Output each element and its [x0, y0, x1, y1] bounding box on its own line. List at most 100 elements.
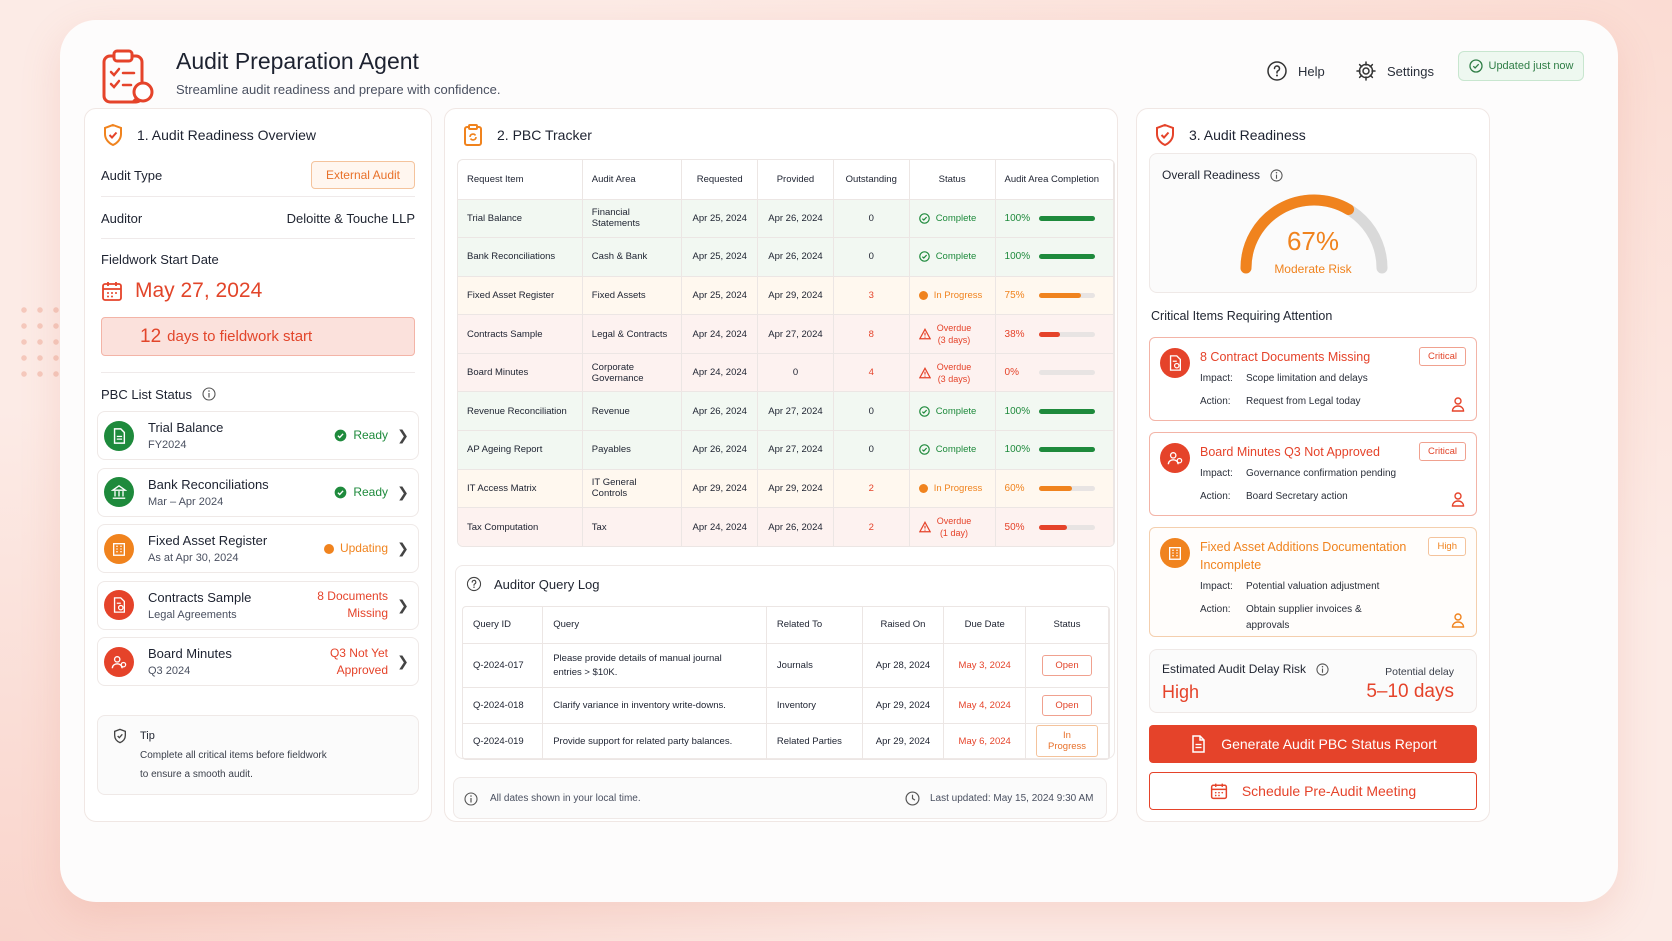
table-row[interactable]: Q-2024-017 Please provide details of man…	[463, 642, 1109, 687]
table-row[interactable]: Trial Balance Financial Statements Apr 2…	[458, 198, 1114, 238]
warning-icon	[918, 366, 931, 378]
delay-risk-value: High	[1162, 682, 1200, 702]
generate-report-button[interactable]: Generate Audit PBC Status Report	[1149, 725, 1477, 763]
user-assign-icon[interactable]	[1450, 491, 1466, 507]
info-icon[interactable]	[202, 387, 216, 401]
pbc-status: Updating	[339, 541, 388, 555]
table-row[interactable]: AP Ageing Report Payables Apr 26, 2024 A…	[458, 430, 1114, 470]
severity-badge: Critical	[1418, 347, 1466, 366]
gear-icon	[1356, 61, 1376, 81]
status-text: Overdue	[936, 361, 972, 372]
table-row[interactable]: Contracts Sample Legal & Contracts Apr 2…	[458, 314, 1114, 354]
action-label: Action:	[1200, 396, 1231, 407]
updated-status-badge: Updated just now	[1458, 51, 1584, 81]
schedule-meeting-button[interactable]: Schedule Pre-Audit Meeting	[1149, 772, 1477, 810]
pbc-list-item[interactable]: Fixed Asset Register As at Apr 30, 2024 …	[97, 524, 419, 573]
potential-delay-value: 5–10 days	[1366, 681, 1454, 702]
impact-row: Impact: Potential valuation adjustment	[1200, 579, 1379, 594]
check-circle-icon	[918, 251, 930, 263]
audit-readiness-panel: 3. Audit Readiness Overall Readiness 67%…	[1136, 108, 1490, 822]
readiness-risk: Moderate Risk	[1274, 262, 1352, 276]
query-status-badge[interactable]: Open	[1042, 654, 1092, 676]
provided-date: Apr 29, 2024	[757, 468, 834, 508]
query-status-badge[interactable]: In Progress	[1036, 725, 1098, 758]
table-row[interactable]: Board Minutes Corporate Governance Apr 2…	[458, 352, 1114, 392]
footer-timezone-note: All dates shown in your local time.	[490, 793, 641, 804]
fieldwork-label: Fieldwork Start Date	[101, 251, 219, 267]
critical-item-title-line-1: Fixed Asset Additions Documentation	[1200, 540, 1407, 554]
divider	[101, 196, 415, 197]
action-row: Action: Request from Legal today	[1200, 394, 1361, 409]
query-status-badge[interactable]: Open	[1042, 694, 1092, 716]
pbc-list-item[interactable]: Contracts Sample Legal Agreements 8 Docu…	[97, 580, 419, 630]
status-cell: Overdue (1 day)	[909, 507, 996, 547]
impact-row: Impact: Scope limitation and delays	[1200, 371, 1368, 386]
column-header: Status	[1025, 607, 1109, 643]
pbc-item-name: Trial Balance	[148, 420, 224, 435]
completion-bar	[1038, 485, 1095, 491]
chevron-right-icon[interactable]: ❯	[397, 483, 409, 500]
fieldwork-countdown: 12 days to fieldwork start	[101, 317, 415, 356]
chevron-right-icon[interactable]: ❯	[397, 427, 409, 443]
table-row[interactable]: Fixed Asset Register Fixed Assets Apr 25…	[458, 275, 1114, 315]
critical-item-card[interactable]: 8 Contract Documents Missing Critical Im…	[1149, 337, 1477, 421]
user-assign-icon[interactable]	[1450, 396, 1466, 412]
info-icon[interactable]	[1316, 662, 1329, 676]
action-text-wrap: Request from Legal today	[1246, 394, 1361, 409]
column-header: Provided	[757, 160, 834, 199]
action-label: Action:	[1200, 604, 1231, 615]
contract-icon	[104, 590, 134, 620]
column-header: Outstanding	[833, 160, 910, 199]
help-icon	[1267, 61, 1287, 81]
impact-text: Potential valuation adjustment	[1246, 581, 1380, 592]
requested-date: Apr 24, 2024	[681, 314, 759, 354]
settings-button[interactable]: Settings	[1355, 60, 1434, 82]
table-row[interactable]: Bank Reconciliations Cash & Bank Apr 25,…	[458, 237, 1114, 277]
table-row[interactable]: Tax Computation Tax Apr 24, 2024 Apr 26,…	[458, 507, 1114, 547]
chevron-right-icon[interactable]: ❯	[397, 596, 409, 613]
provided-date: Apr 29, 2024	[757, 275, 834, 315]
audit-area: Payables	[582, 430, 683, 470]
column-header: Query ID	[463, 607, 544, 643]
shield-check-icon	[104, 123, 122, 147]
schedule-meeting-label: Schedule Pre-Audit Meeting	[1241, 783, 1417, 799]
critical-item-card[interactable]: Fixed Asset Additions Documentation Incom…	[1149, 527, 1477, 637]
people-icon	[1160, 443, 1190, 473]
table-row[interactable]: IT Access Matrix IT General Controls Apr…	[458, 468, 1114, 508]
completion-percent: 60%	[1004, 482, 1025, 494]
requested-date: Apr 24, 2024	[681, 507, 759, 547]
column-header: Raised On	[862, 607, 945, 643]
document-icon	[104, 420, 134, 451]
user-assign-icon[interactable]	[1450, 612, 1466, 628]
requested-date: Apr 29, 2024	[681, 468, 759, 508]
tip-title: Tip	[140, 730, 155, 742]
audit-area: Tax	[582, 507, 683, 547]
generate-report-label: Generate Audit PBC Status Report	[1221, 736, 1437, 752]
pbc-list-item[interactable]: Board Minutes Q3 2024 Q3 Not Yet Approved…	[97, 637, 419, 686]
completion-bar-fill	[1038, 254, 1095, 260]
pbc-status-line-2: Missing	[347, 606, 388, 620]
audit-type-row: Audit Type External Audit	[101, 161, 415, 189]
query-status-cell: In Progress	[1025, 722, 1109, 759]
completion-bar-fill	[1038, 408, 1095, 414]
pbc-list-item[interactable]: Bank Reconciliations Mar – Apr 2024 Read…	[97, 467, 419, 517]
completion-bar-fill	[1038, 215, 1095, 221]
help-circle-icon	[466, 576, 482, 592]
action-label: Action:	[1200, 491, 1231, 502]
footer-last-updated: Last updated: May 15, 2024 9:30 AM	[930, 793, 1094, 804]
completion-percent: 0%	[1004, 367, 1019, 379]
request-item: Board Minutes	[458, 352, 583, 392]
pbc-list-item[interactable]: Trial Balance FY2024 Ready ❯	[97, 411, 419, 460]
status-cell: Overdue (3 days)	[909, 352, 996, 392]
info-icon[interactable]	[1270, 168, 1283, 182]
audit-area: Cash & Bank	[582, 237, 683, 277]
table-row[interactable]: Q-2024-018 Clarify variance in inventory…	[463, 686, 1109, 723]
table-row[interactable]: Revenue Reconciliation Revenue Apr 26, 2…	[458, 391, 1114, 431]
critical-item-card[interactable]: Board Minutes Q3 Not Approved Critical I…	[1149, 432, 1477, 516]
help-button[interactable]: Help	[1266, 60, 1325, 82]
chevron-right-icon[interactable]: ❯	[397, 653, 409, 669]
table-row[interactable]: Q-2024-019 Provide support for related p…	[463, 722, 1109, 759]
chevron-right-icon[interactable]: ❯	[397, 540, 409, 556]
impact-text: Governance confirmation pending	[1246, 468, 1397, 479]
app-subtitle: Streamline audit readiness and prepare w…	[176, 82, 501, 97]
